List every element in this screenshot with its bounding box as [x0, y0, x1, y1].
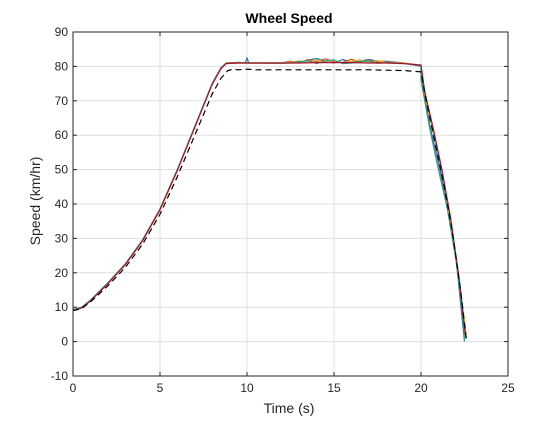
chart-title: Wheel Speed — [245, 10, 332, 26]
x-tick-label: 0 — [70, 381, 77, 395]
plot-series — [72, 57, 467, 342]
series-line-6 — [72, 68, 467, 339]
y-tick-label: 60 — [55, 128, 69, 142]
x-axis-label: Time (s) — [264, 400, 315, 416]
y-tick-label: 20 — [55, 266, 69, 280]
x-tick-label: 25 — [501, 381, 515, 395]
y-tick-label: 40 — [55, 197, 69, 211]
x-tick-label: 10 — [240, 381, 254, 395]
y-tick-label: 50 — [55, 163, 69, 177]
x-tick-label: 15 — [327, 381, 341, 395]
x-tick-label: 20 — [414, 381, 428, 395]
x-tick-label: 5 — [157, 381, 164, 395]
y-tick-label: 10 — [55, 300, 69, 314]
y-tick-label: 0 — [61, 335, 68, 349]
y-tick-label: 70 — [55, 94, 69, 108]
y-tick-label: 30 — [55, 231, 69, 245]
series-line-5 — [72, 61, 467, 339]
y-tick-label: 90 — [55, 25, 69, 39]
y-axis-label: Speed (km/hr) — [27, 157, 43, 246]
y-tick-label: 80 — [55, 59, 69, 73]
y-tick-label: -10 — [51, 369, 69, 383]
axes — [72, 31, 509, 377]
